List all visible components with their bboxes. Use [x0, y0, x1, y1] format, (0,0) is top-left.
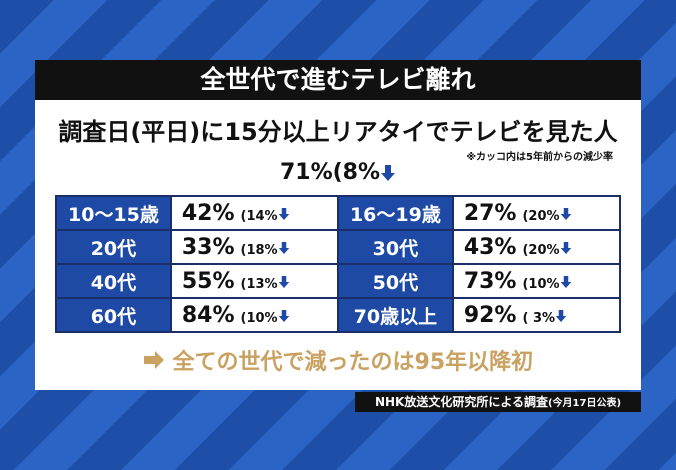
age-label: 30代	[336, 229, 454, 265]
value-cell: 42% (14%	[169, 195, 339, 231]
share: 73%	[463, 268, 517, 294]
subtitle: 調査日(平日)に15分以上リアタイでテレビを見た人	[58, 118, 618, 146]
conclusion-text: 全ての世代で減ったのは95年以降初	[172, 350, 534, 375]
value-cell: 84% (10%	[169, 297, 339, 333]
change: (20%	[522, 208, 560, 224]
overall-value: 71%	[279, 160, 333, 185]
change: (10%	[240, 310, 278, 326]
down-arrow	[381, 165, 396, 181]
share: 27%	[463, 200, 517, 226]
down-arrow	[278, 241, 289, 254]
table-row: 20代 33% (18% 30代 43% (20%	[55, 229, 622, 265]
age-label: 40代	[55, 263, 172, 299]
down-arrow	[278, 207, 289, 220]
share: 92%	[463, 302, 517, 328]
change: (10%	[522, 276, 560, 292]
share: 43%	[463, 234, 517, 260]
value-cell: 33% (18%	[169, 229, 339, 265]
age-label: 70歳以上	[336, 297, 454, 333]
note: ※カッコ内は5年前からの減少率	[466, 152, 613, 163]
title: 全世代で進むテレビ離れ	[35, 60, 641, 100]
share: 42%	[181, 200, 235, 226]
table-row: 10〜15歳 42% (14% 16〜19歳 27% (20%	[55, 195, 622, 231]
down-arrow	[560, 207, 571, 220]
share: 33%	[181, 234, 235, 260]
table: 10〜15歳 42% (14% 16〜19歳 27% (20% 20代 33% (18% 30代 4…	[55, 195, 622, 333]
value-cell: 43% (20%	[451, 229, 622, 265]
share: 84%	[181, 302, 235, 328]
value-cell: 55% (13%	[169, 263, 339, 299]
change: (18%	[240, 242, 278, 258]
overall: 71%(8%	[35, 160, 641, 185]
age-label: 10〜15歳	[55, 195, 172, 231]
value-cell: 92% ( 3%	[451, 297, 622, 333]
age-label: 50代	[336, 263, 454, 299]
change: (14%	[240, 208, 278, 224]
age-label: 20代	[55, 229, 172, 265]
source-text: NHK放送文化研究所による調査	[374, 395, 548, 409]
change: (20%	[522, 242, 560, 258]
down-arrow	[278, 275, 289, 288]
right-arrow	[143, 351, 164, 369]
conclusion: 全ての世代で減ったのは95年以降初	[35, 344, 641, 376]
table-row: 40代 55% (13% 50代 73% (10%	[55, 263, 622, 299]
value-cell: 73% (10%	[451, 263, 622, 299]
source-date: (今月17日公表)	[547, 398, 622, 409]
down-arrow	[278, 309, 289, 322]
age-label: 60代	[55, 297, 172, 333]
share: 55%	[181, 268, 235, 294]
change: (13%	[240, 276, 278, 292]
panel: 全世代で進むテレビ離れ 調査日(平日)に15分以上リアタイでテレビを見た人 ※カ…	[35, 60, 641, 390]
change: ( 3%	[522, 310, 556, 326]
age-label: 16〜19歳	[336, 195, 454, 231]
down-arrow	[555, 309, 567, 322]
overall-change: (8%	[332, 160, 381, 185]
down-arrow	[560, 275, 571, 288]
value-cell: 27% (20%	[451, 195, 622, 231]
source: NHK放送文化研究所による調査(今月17日公表)	[355, 392, 641, 412]
down-arrow	[560, 241, 571, 254]
table-row: 60代 84% (10% 70歳以上 92% ( 3%	[55, 297, 622, 333]
